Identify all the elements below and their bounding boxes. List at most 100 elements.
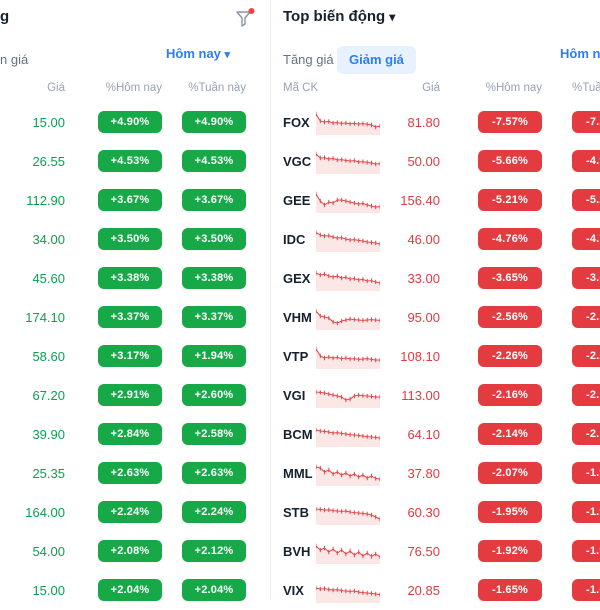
top-movers-gainers-panel: g n giá Hôm nay ▾ Giá %Hôm nay %Tuần này… bbox=[0, 0, 270, 601]
price-value: 54.00 bbox=[32, 544, 65, 559]
price-value: 15.00 bbox=[32, 583, 65, 598]
col-header-today: %Hôm nay bbox=[105, 82, 162, 94]
price-value: 46.00 bbox=[407, 232, 440, 247]
sparkline-chart bbox=[315, 383, 381, 408]
table-row[interactable]: BCM 64.10 -2.14% -2.14% bbox=[278, 415, 600, 454]
today-change-badge: -2.14% bbox=[478, 423, 542, 445]
today-change-badge: +3.37% bbox=[98, 306, 162, 328]
sparkline-chart bbox=[315, 188, 381, 213]
ticker-symbol: VGI bbox=[283, 388, 306, 403]
table-row[interactable]: 174.10 +3.37% +3.37% bbox=[0, 298, 270, 337]
table-row[interactable]: 39.90 +2.84% +2.58% bbox=[0, 415, 270, 454]
left-period-label: Hôm nay bbox=[166, 46, 221, 61]
table-row[interactable]: STB 60.30 -1.95% -1.95% bbox=[278, 493, 600, 532]
sparkline-chart bbox=[315, 227, 381, 252]
table-row[interactable]: MML 37.80 -2.07% -1.97% bbox=[278, 454, 600, 493]
price-value: 58.60 bbox=[32, 349, 65, 364]
right-period-dropdown[interactable]: Hôm nay ▾ bbox=[560, 46, 600, 61]
table-row[interactable]: VHM 95.00 -2.56% -2.56% bbox=[278, 298, 600, 337]
today-change-badge: +2.24% bbox=[98, 501, 162, 523]
table-row[interactable]: 164.00 +2.24% +2.24% bbox=[0, 493, 270, 532]
price-value: 113.00 bbox=[401, 388, 440, 403]
today-change-badge: -2.56% bbox=[478, 306, 542, 328]
ticker-symbol: VIX bbox=[283, 583, 304, 598]
today-change-badge: -5.66% bbox=[478, 150, 542, 172]
today-change-badge: +3.67% bbox=[98, 189, 162, 211]
right-panel-title[interactable]: Top biến động ▾ bbox=[283, 8, 395, 25]
filter-button[interactable] bbox=[234, 7, 256, 29]
table-row[interactable]: 25.35 +2.63% +2.63% bbox=[0, 454, 270, 493]
table-row[interactable]: 26.55 +4.53% +4.53% bbox=[0, 142, 270, 181]
col-header-price: Giá bbox=[422, 82, 440, 94]
price-value: 81.80 bbox=[407, 115, 440, 130]
right-tabs-row: Tăng giá Giảm giá Hôm nay ▾ bbox=[278, 46, 600, 74]
panel-divider bbox=[270, 0, 271, 600]
table-row[interactable]: VIX 20.85 -1.65% -1.65% bbox=[278, 571, 600, 610]
top-movers-losers-panel: Top biến động▾ Tăng giá Giảm giá Hôm nay… bbox=[278, 0, 600, 603]
week-change-badge: +1.94% bbox=[182, 345, 246, 367]
week-change-badge: -1.95% bbox=[572, 501, 600, 523]
gainers-table: 15.00 +4.90% +4.90% 26.55 +4.53% +4.53% 112.90… bbox=[0, 103, 270, 610]
sparkline-chart bbox=[315, 422, 381, 447]
table-row[interactable]: 112.90 +3.67% +3.67% bbox=[0, 181, 270, 220]
price-value: 64.10 bbox=[407, 427, 440, 442]
week-change-badge: -1.97% bbox=[572, 462, 600, 484]
funnel-icon bbox=[236, 8, 255, 27]
today-change-badge: +4.90% bbox=[98, 111, 162, 133]
today-change-badge: +4.53% bbox=[98, 150, 162, 172]
price-value: 174.10 bbox=[25, 310, 65, 325]
price-value: 112.90 bbox=[26, 193, 65, 208]
table-row[interactable]: BVH 76.50 -1.92% -1.92% bbox=[278, 532, 600, 571]
sparkline-chart bbox=[315, 149, 381, 174]
col-header-symbol: Mã CK bbox=[283, 82, 319, 94]
table-row[interactable]: VGC 50.00 -5.66% -4.91% bbox=[278, 142, 600, 181]
sparkline-chart bbox=[315, 305, 381, 330]
chevron-down-icon: ▾ bbox=[224, 49, 231, 61]
sparkline-chart bbox=[315, 344, 381, 369]
today-change-badge: +3.38% bbox=[98, 267, 162, 289]
left-panel-title-partial: g bbox=[0, 8, 10, 25]
week-change-badge: -2.26% bbox=[572, 345, 600, 367]
table-row[interactable]: 15.00 +4.90% +4.90% bbox=[0, 103, 270, 142]
today-change-badge: +2.08% bbox=[98, 540, 162, 562]
table-row[interactable]: 54.00 +2.08% +2.12% bbox=[0, 532, 270, 571]
today-change-badge: -4.76% bbox=[478, 228, 542, 250]
table-row[interactable]: FOX 81.80 -7.57% -7.59% bbox=[278, 103, 600, 142]
price-value: 108.10 bbox=[400, 349, 440, 364]
week-change-badge: -2.56% bbox=[572, 306, 600, 328]
price-value: 37.80 bbox=[407, 466, 440, 481]
tab-giam-gia[interactable]: Giảm giá bbox=[337, 46, 416, 74]
table-row[interactable]: 67.20 +2.91% +2.60% bbox=[0, 376, 270, 415]
sparkline-chart bbox=[315, 266, 381, 291]
week-change-badge: +3.38% bbox=[182, 267, 246, 289]
table-row[interactable]: 34.00 +3.50% +3.50% bbox=[0, 220, 270, 259]
notification-dot bbox=[248, 8, 255, 14]
left-period-dropdown[interactable]: Hôm nay ▾ bbox=[166, 46, 230, 61]
table-row[interactable]: IDC 46.00 -4.76% -4.76% bbox=[278, 220, 600, 259]
week-change-badge: +3.50% bbox=[182, 228, 246, 250]
ticker-symbol: GEE bbox=[283, 193, 311, 208]
tab-tang-gia-partial[interactable]: n giá bbox=[0, 52, 29, 67]
week-change-badge: +2.24% bbox=[182, 501, 246, 523]
table-row[interactable]: GEE 156.40 -5.21% -5.21% bbox=[278, 181, 600, 220]
table-row[interactable]: VGI 113.00 -2.16% -2.17% bbox=[278, 376, 600, 415]
table-row[interactable]: VTP 108.10 -2.26% -2.26% bbox=[278, 337, 600, 376]
table-row[interactable]: 58.60 +3.17% +1.94% bbox=[0, 337, 270, 376]
week-change-badge: +3.37% bbox=[182, 306, 246, 328]
week-change-badge: -5.21% bbox=[572, 189, 600, 211]
chevron-down-icon: ▾ bbox=[389, 10, 396, 24]
today-change-badge: +2.84% bbox=[98, 423, 162, 445]
today-change-badge: +3.50% bbox=[98, 228, 162, 250]
today-change-badge: -1.95% bbox=[478, 501, 542, 523]
col-header-week: %Tuần này bbox=[188, 82, 246, 94]
table-row[interactable]: 45.60 +3.38% +3.38% bbox=[0, 259, 270, 298]
left-tabs-row: n giá Hôm nay ▾ bbox=[0, 46, 270, 74]
price-value: 15.00 bbox=[32, 115, 65, 130]
ticker-symbol: FOX bbox=[283, 115, 310, 130]
today-change-badge: +3.17% bbox=[98, 345, 162, 367]
price-value: 33.00 bbox=[407, 271, 440, 286]
col-header-week: %Tuần này bbox=[572, 82, 600, 94]
table-row[interactable]: 15.00 +2.04% +2.04% bbox=[0, 571, 270, 610]
tab-tang-gia[interactable]: Tăng giá bbox=[283, 52, 334, 67]
table-row[interactable]: GEX 33.00 -3.65% -3.65% bbox=[278, 259, 600, 298]
